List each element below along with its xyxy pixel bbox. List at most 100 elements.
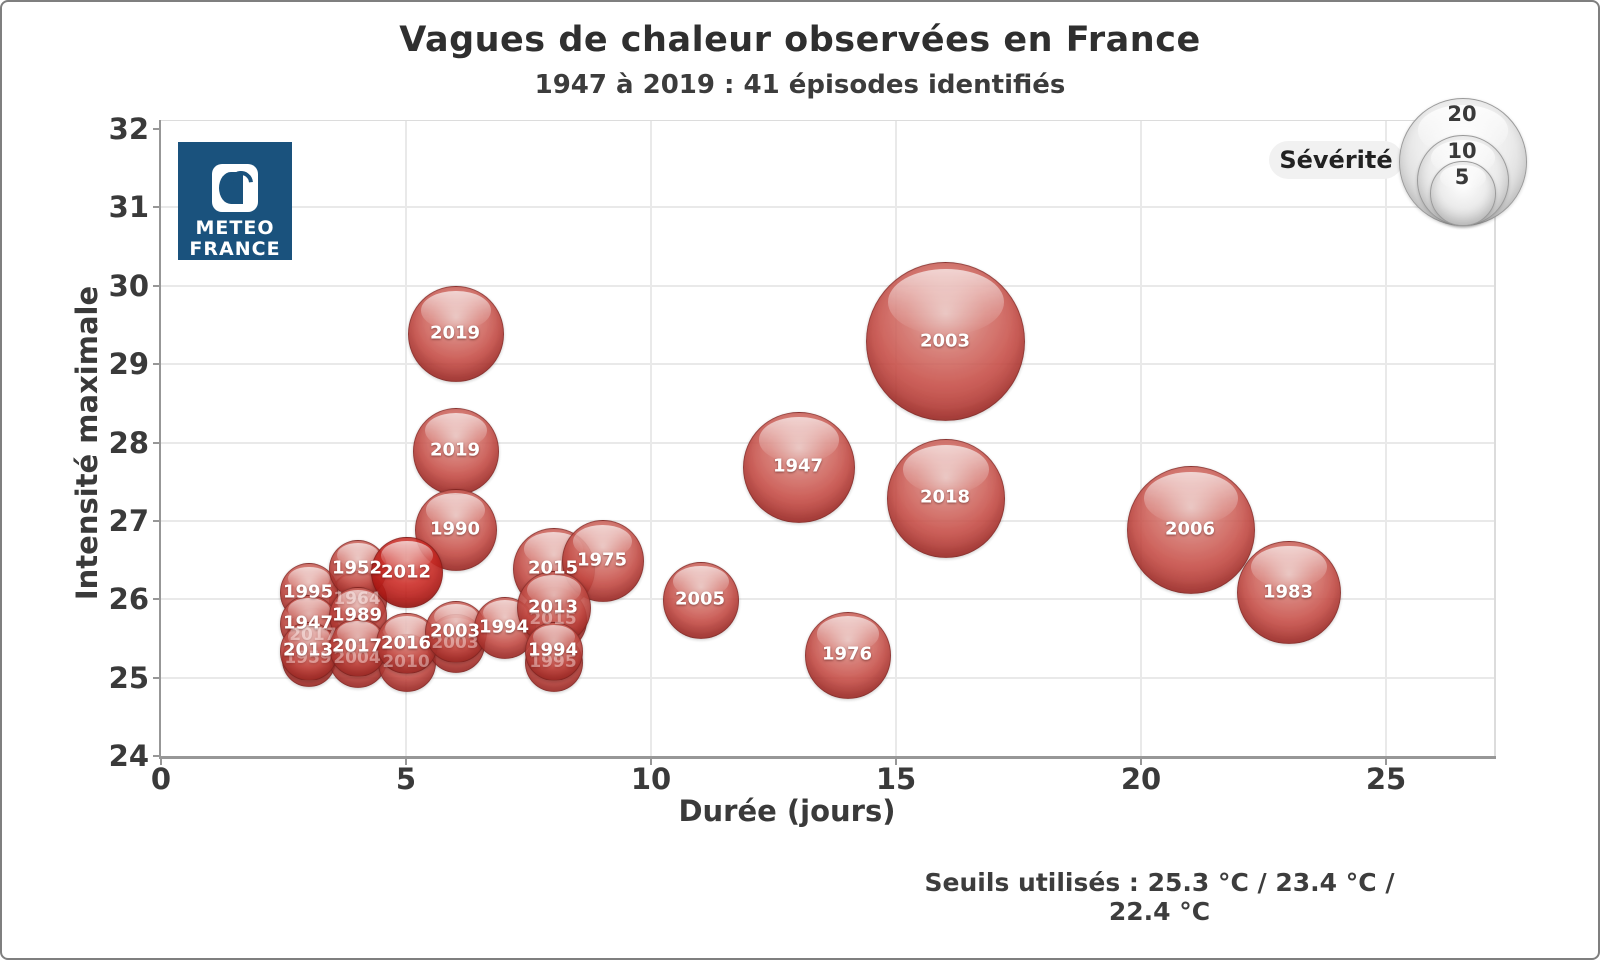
meteo-france-logo: METEO FRANCE — [178, 142, 292, 260]
logo-line2: FRANCE — [189, 238, 281, 260]
bubble-label-2016: 2016 — [380, 632, 432, 654]
gridline-y-27 — [161, 520, 1494, 522]
chart-subtitle: 1947 à 2019 : 41 épisodes identifiés — [534, 70, 1066, 100]
severity-legend-label: Sévérité — [1279, 146, 1393, 174]
logo-disc-shape — [219, 172, 243, 204]
gridline-x-25 — [1385, 120, 1387, 757]
y-tickmark-27 — [153, 520, 161, 522]
y-tick-26: 26 — [108, 582, 149, 617]
x-tickmark-25 — [1385, 756, 1387, 765]
bubble-label-2004-ghost: 2004 — [333, 648, 381, 669]
y-tickmark-28 — [153, 441, 161, 444]
bubble-1976 — [804, 611, 892, 699]
bubble-label-1964-ghost: 1964 — [333, 589, 381, 610]
legend-size-label-5: 5 — [1454, 164, 1470, 189]
bubble-label-2012: 2012 — [380, 561, 432, 583]
bubble-label-2013: 2013 — [527, 596, 579, 618]
bubble-label-1994: 1994 — [527, 639, 579, 661]
x-tickmark-0 — [160, 756, 162, 765]
y-tick-30: 30 — [108, 268, 149, 303]
legend-size-label-10: 10 — [1447, 138, 1477, 163]
bubble-label-2019: 2019 — [429, 439, 481, 461]
bubble-label-2003: 2003 — [429, 620, 481, 642]
y-axis-line — [159, 120, 161, 758]
bubble-2012 — [371, 537, 443, 609]
y-tick-31: 31 — [108, 190, 149, 225]
chart-title: Vagues de chaleur observées en France — [399, 20, 1201, 60]
bubble-1994 — [524, 622, 584, 681]
bubble-2005 — [662, 562, 740, 639]
gridline-x-15 — [895, 120, 897, 757]
x-tickmark-5 — [405, 756, 407, 765]
bubble-label-2015-ghost: 2015 — [529, 609, 577, 629]
y-tickmark-24 — [153, 755, 161, 758]
y-tickmark-29 — [153, 363, 161, 366]
x-tick-25: 25 — [1365, 762, 1407, 796]
bubble-1947 — [743, 411, 855, 523]
plot-border-right — [1494, 120, 1496, 757]
x-tickmark-20 — [1140, 756, 1142, 765]
bubble-label-2013: 2013 — [282, 639, 334, 661]
bubble-label-2018: 2018 — [919, 486, 971, 508]
bubble-label-2017: 2017 — [331, 635, 383, 657]
y-axis-title: Intensité maximale — [70, 285, 104, 601]
bubble-label-2019: 2019 — [429, 322, 481, 344]
gridline-x-20 — [1140, 120, 1142, 757]
bubble-label-1959-ghost: 1959 — [284, 648, 332, 669]
bubble-label-1947: 1947 — [282, 612, 334, 634]
bubble-label-2006: 2006 — [1164, 518, 1216, 540]
bubble-2017 — [328, 618, 388, 677]
gridline-y-31 — [161, 206, 1494, 209]
bubble-label-1947: 1947 — [772, 455, 824, 477]
y-tick-24: 24 — [108, 739, 149, 774]
plot-border-top — [159, 120, 1496, 121]
bubble-label-1989: 1989 — [331, 604, 383, 626]
y-tickmark-30 — [153, 284, 161, 287]
logo-line1: METEO — [195, 217, 275, 239]
x-tickmark-15 — [895, 756, 897, 765]
gridline-y-30 — [161, 284, 1494, 287]
bubble-label-2010-ghost: 2010 — [382, 652, 430, 673]
legend-size-label-20: 20 — [1447, 101, 1477, 126]
y-tickmark-26 — [153, 598, 161, 601]
bubble-2019 — [412, 408, 500, 495]
severity-legend-pill: Sévérité — [1269, 141, 1403, 179]
y-tick-29: 29 — [108, 347, 149, 382]
meteo-france-icon — [212, 164, 258, 212]
legend-circle-5 — [1430, 160, 1496, 226]
y-tick-25: 25 — [108, 660, 149, 695]
y-tickmark-32 — [153, 128, 161, 130]
bubble-label-2003-ghost: 2003 — [431, 632, 479, 653]
bubble-2019 — [408, 286, 504, 382]
gridline-x-10 — [650, 120, 652, 757]
x-tick-15: 15 — [875, 762, 917, 796]
bubble-label-1994: 1994 — [478, 616, 530, 638]
x-tick-5: 5 — [395, 762, 417, 796]
bubble-label-2003: 2003 — [919, 330, 971, 352]
x-axis-title: Durée (jours) — [678, 794, 896, 828]
x-tick-0: 0 — [150, 762, 172, 796]
bubble-label-1952: 1952 — [331, 557, 383, 579]
y-tickmark-31 — [153, 206, 161, 209]
bubble-label-2015: 2015 — [527, 557, 579, 579]
bubble-label-1995-ghost: 1995 — [529, 652, 577, 673]
bubble-label-2005: 2005 — [674, 588, 726, 610]
bubble-2006 — [1126, 465, 1256, 594]
bubble-label-1995: 1995 — [282, 581, 334, 603]
bubble-label-2017-ghost: 2017 — [289, 624, 337, 645]
x-axis-line — [159, 756, 1496, 759]
gridline-x-5 — [405, 120, 407, 757]
bubble-2013 — [279, 622, 339, 681]
y-tick-27: 27 — [108, 504, 149, 538]
x-tick-10: 10 — [630, 762, 672, 796]
gridline-y-29 — [161, 363, 1494, 366]
gridline-y-26 — [161, 598, 1494, 601]
bubble-label-1990: 1990 — [429, 518, 481, 540]
logo-text: METEO FRANCE — [189, 218, 280, 260]
bubble-2003 — [866, 262, 1026, 422]
thresholds-note: Seuils utilisés : 25.3 °C / 23.4 °C / 22… — [924, 868, 1395, 926]
y-tick-28: 28 — [108, 425, 149, 460]
bubble-label-1975: 1975 — [576, 549, 628, 571]
bubble-label-1983: 1983 — [1262, 581, 1314, 603]
